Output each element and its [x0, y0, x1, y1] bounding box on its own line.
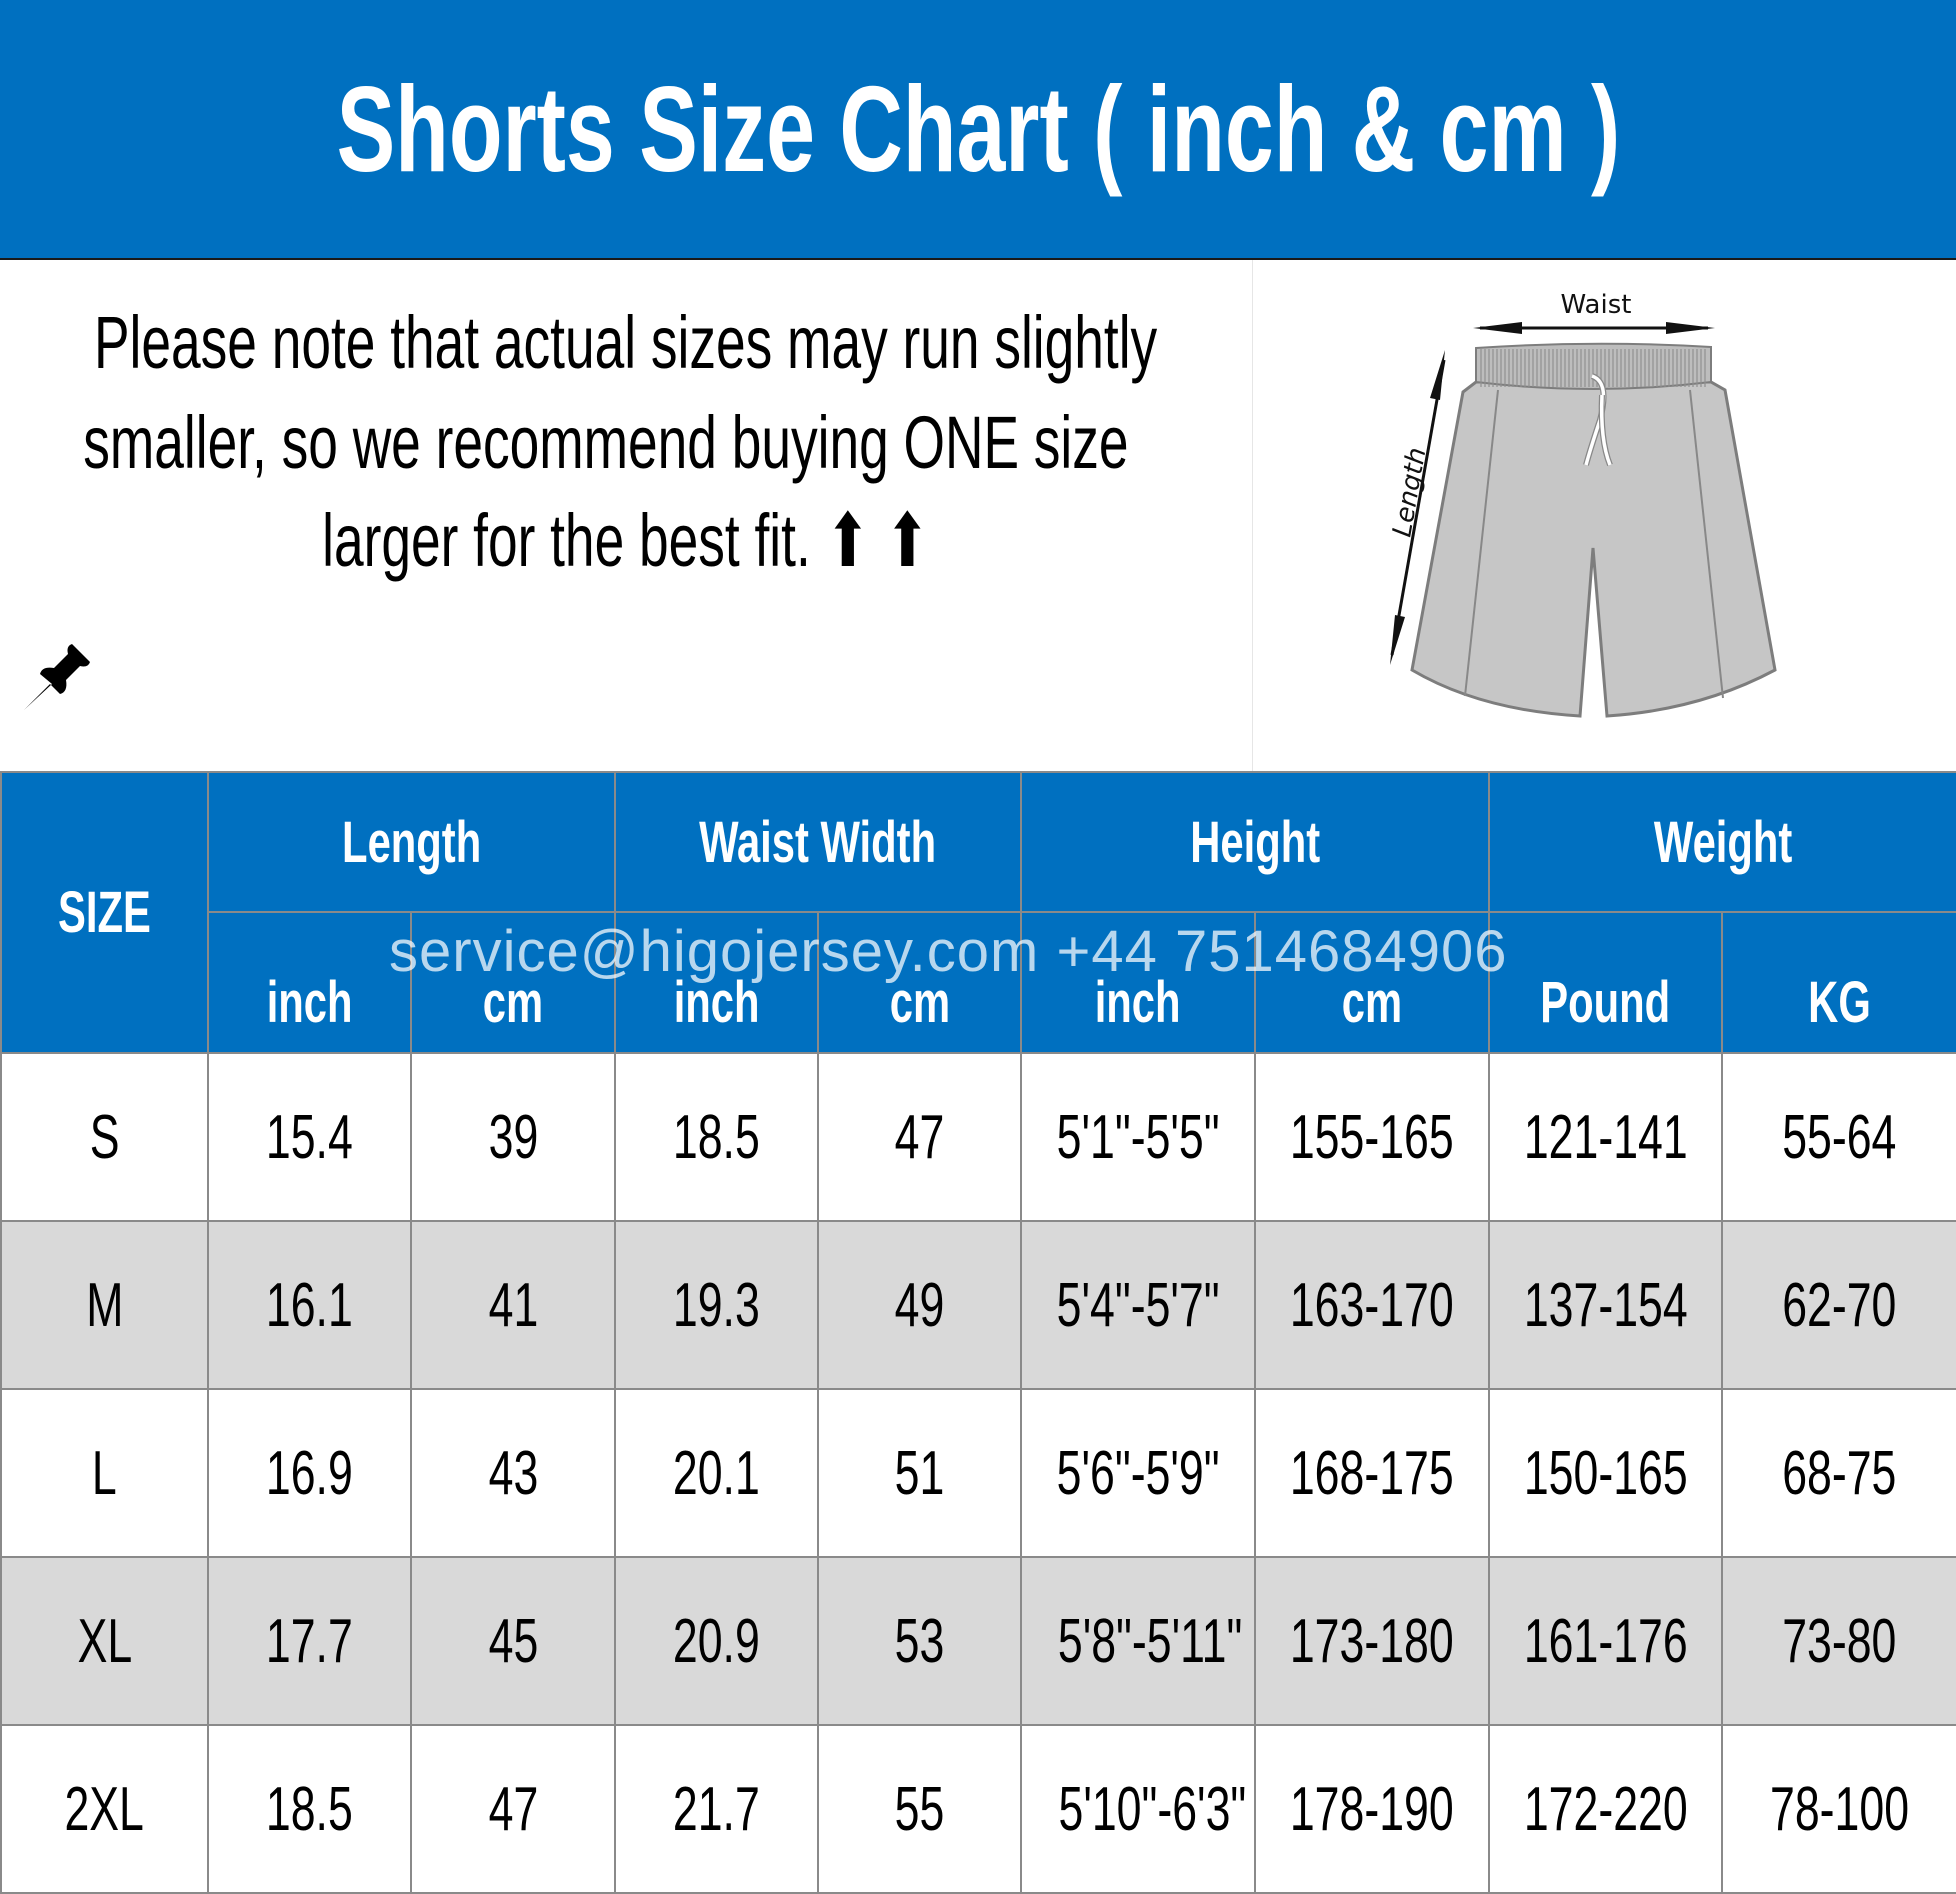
table-cell: 47	[817, 1052, 1023, 1222]
table-cell: 5'8"-5'11"	[1020, 1556, 1257, 1726]
table-cell: 15.4	[207, 1052, 412, 1222]
table-row: XL 17.7 45 20.9 53 5'8"-5'11" 173-180 161-176 73…	[0, 1556, 1956, 1726]
table-cell: 5'4"-5'7"	[1020, 1220, 1257, 1390]
table-cell: 163-170	[1254, 1220, 1491, 1390]
size-table: SIZE Length Waist Width Height Weight in…	[0, 771, 1956, 1894]
title-banner: Shorts Size Chart ( inch & cm )	[0, 0, 1956, 260]
table-cell: 20.9	[614, 1556, 820, 1726]
size-cell: XL	[0, 1556, 209, 1726]
length-label: Length	[1387, 445, 1432, 539]
note-line-1: Please note that actual sizes may run sl…	[94, 301, 1158, 384]
size-cell: S	[0, 1052, 209, 1222]
table-cell: 5'1"-5'5"	[1020, 1052, 1257, 1222]
table-cell: 45	[409, 1556, 617, 1726]
table-cell: 78-100	[1721, 1724, 1956, 1894]
table-cell: 150-165	[1488, 1388, 1724, 1558]
note-line-2: smaller, so we recommend buying ONE size	[83, 401, 1129, 484]
subheader-pound: Pound	[1488, 911, 1724, 1054]
length-arrow	[1390, 350, 1446, 665]
size-cell: 2XL	[0, 1724, 209, 1894]
table-cell: 5'6"-5'9"	[1020, 1388, 1257, 1558]
table-cell: 168-175	[1254, 1388, 1491, 1558]
watermark-contact: service@higojersey.com +44 7514684906	[389, 919, 1508, 984]
shorts-body	[1410, 380, 1777, 718]
sizing-note: Please note that actual sizes may run sl…	[0, 260, 1253, 771]
table-row: M 16.1 41 19.3 49 5'4"-5'7" 163-170 137-154 62-7…	[0, 1220, 1956, 1390]
table-cell: 62-70	[1721, 1220, 1956, 1390]
table-cell: 16.9	[207, 1388, 412, 1558]
subheader-inch: inch	[614, 911, 820, 1054]
table-cell: 137-154	[1488, 1220, 1724, 1390]
table-cell: 73-80	[1721, 1556, 1956, 1726]
table-cell: 49	[817, 1220, 1023, 1390]
subheader-cm: cm	[1254, 911, 1491, 1054]
subheader-cm: cm	[817, 911, 1023, 1054]
table-cell: 155-165	[1254, 1052, 1491, 1222]
table-row: L 16.9 43 20.1 51 5'6"-5'9" 168-175 150-165 68-7…	[0, 1388, 1956, 1558]
group-header-weight: Weight	[1488, 771, 1956, 913]
group-header-length: Length	[206, 771, 617, 913]
table-cell: 55-64	[1721, 1052, 1956, 1222]
size-cell: M	[0, 1220, 209, 1390]
table-cell: 16.1	[207, 1220, 412, 1390]
table-cell: 173-180	[1254, 1556, 1491, 1726]
size-header: SIZE	[0, 771, 209, 1054]
table-cell: 18.5	[207, 1724, 412, 1894]
subheader-inch: inch	[207, 911, 412, 1054]
subheader-kg: KG	[1721, 911, 1956, 1054]
waist-arrow	[1473, 322, 1715, 334]
table-cell: 41	[409, 1220, 617, 1390]
table-cell: 18.5	[614, 1052, 820, 1222]
table-cell: 21.7	[614, 1724, 820, 1894]
table-cell: 53	[817, 1556, 1023, 1726]
page-title: Shorts Size Chart ( inch & cm )	[336, 61, 1620, 197]
table-cell: 178-190	[1254, 1724, 1491, 1894]
table-cell: 51	[817, 1388, 1023, 1558]
pushpin-icon	[24, 644, 90, 710]
group-header-waist: Waist Width	[614, 771, 1023, 913]
table-cell: 17.7	[207, 1556, 412, 1726]
table-row: 2XL 18.5 47 21.7 55 5'10"-6'3" 178-190 172-220 7…	[0, 1724, 1956, 1894]
waistband-ribs: (function(){var g=document.currentScript…	[1480, 349, 1706, 387]
table-cell: 5'10"-6'3"	[1020, 1724, 1257, 1894]
table-cell: 20.1	[614, 1388, 820, 1558]
table-cell: 43	[409, 1388, 617, 1558]
table-cell: 161-176	[1488, 1556, 1724, 1726]
subheader-inch: inch	[1020, 911, 1257, 1054]
table-cell: 121-141	[1488, 1052, 1724, 1222]
waist-label: Waist	[1561, 290, 1632, 320]
note-line-3: larger for the best fit. ⬆ ⬆	[322, 499, 930, 582]
shorts-diagram: Waist (function(){var g=document.current…	[1387, 290, 1777, 718]
table-cell: 172-220	[1488, 1724, 1724, 1894]
subheader-cm: cm	[409, 911, 617, 1054]
table-cell: 39	[409, 1052, 617, 1222]
table-cell: 55	[817, 1724, 1023, 1894]
table-cell: 68-75	[1721, 1388, 1956, 1558]
size-cell: L	[0, 1388, 209, 1558]
table-cell: 19.3	[614, 1220, 820, 1390]
table-row: S 15.4 39 18.5 47 5'1"-5'5" 155-165 121-141 55-6…	[0, 1052, 1956, 1222]
group-header-height: Height	[1020, 771, 1491, 913]
table-cell: 47	[409, 1724, 617, 1894]
